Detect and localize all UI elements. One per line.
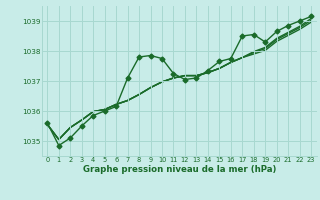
X-axis label: Graphe pression niveau de la mer (hPa): Graphe pression niveau de la mer (hPa) <box>83 165 276 174</box>
